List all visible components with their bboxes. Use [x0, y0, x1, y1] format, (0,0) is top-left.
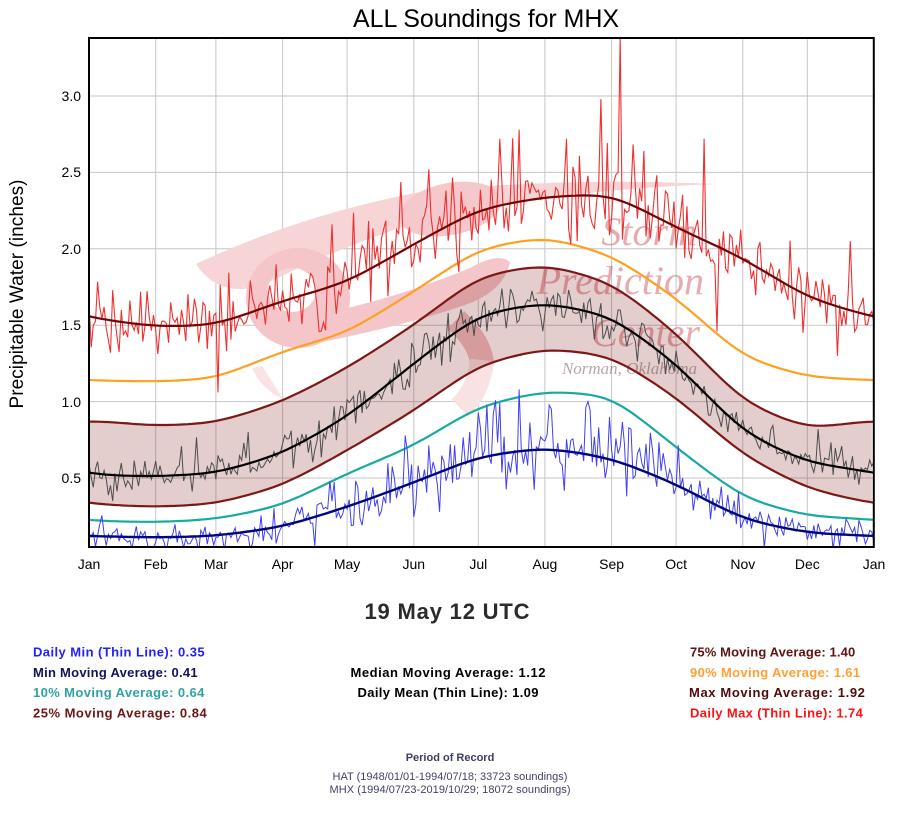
svg-text:Jan: Jan — [78, 556, 101, 572]
svg-text:Aug: Aug — [532, 556, 557, 572]
svg-text:Min Moving Average: 0.41: Min Moving Average: 0.41 — [33, 665, 198, 680]
svg-text:Mar: Mar — [204, 556, 228, 572]
svg-text:Jan: Jan — [863, 556, 886, 572]
svg-text:Feb: Feb — [144, 556, 168, 572]
svg-text:3.0: 3.0 — [62, 88, 82, 104]
svg-text:Nov: Nov — [730, 556, 755, 572]
svg-text:Precipitable Water (inches): Precipitable Water (inches) — [7, 180, 28, 409]
svg-text:Daily Min (Thin Line): 0.35: Daily Min (Thin Line): 0.35 — [33, 645, 205, 660]
svg-text:Max Moving Average: 1.92: Max Moving Average: 1.92 — [689, 685, 865, 700]
svg-text:Jul: Jul — [469, 556, 487, 572]
svg-text:Prediction: Prediction — [536, 258, 704, 303]
svg-text:Jun: Jun — [403, 556, 426, 572]
svg-text:ALL Soundings for MHX: ALL Soundings for MHX — [353, 5, 619, 33]
svg-text:2.0: 2.0 — [62, 241, 82, 257]
svg-text:1.5: 1.5 — [62, 317, 82, 333]
svg-text:1.0: 1.0 — [62, 394, 82, 410]
svg-text:Dec: Dec — [795, 556, 820, 572]
svg-text:Period of Record: Period of Record — [406, 752, 495, 764]
svg-text:25% Moving Average: 0.84: 25% Moving Average: 0.84 — [33, 705, 207, 720]
svg-text:Apr: Apr — [272, 556, 294, 572]
svg-text:19 May 12 UTC: 19 May 12 UTC — [365, 599, 530, 624]
svg-text:HAT (1948/01/01-1994/07/18; 33: HAT (1948/01/01-1994/07/18; 33723 soundi… — [333, 771, 568, 783]
svg-text:0.5: 0.5 — [62, 470, 82, 486]
svg-text:75% Moving Average: 1.40: 75% Moving Average: 1.40 — [690, 645, 855, 660]
svg-text:MHX (1994/07/23-2019/10/29; 18: MHX (1994/07/23-2019/10/29; 18072 soundi… — [330, 784, 571, 796]
svg-text:Oct: Oct — [665, 556, 687, 572]
svg-text:Daily Mean (Thin Line): 1.09: Daily Mean (Thin Line): 1.09 — [358, 685, 539, 700]
svg-text:10% Moving Average: 0.64: 10% Moving Average: 0.64 — [33, 685, 205, 700]
svg-text:Sep: Sep — [599, 556, 624, 572]
svg-text:2.5: 2.5 — [62, 164, 82, 180]
svg-text:May: May — [334, 556, 360, 572]
svg-text:90% Moving Average: 1.61: 90% Moving Average: 1.61 — [690, 665, 860, 680]
svg-text:Daily Max (Thin Line): 1.74: Daily Max (Thin Line): 1.74 — [690, 705, 864, 720]
svg-text:Median Moving Average: 1.12: Median Moving Average: 1.12 — [351, 665, 546, 680]
